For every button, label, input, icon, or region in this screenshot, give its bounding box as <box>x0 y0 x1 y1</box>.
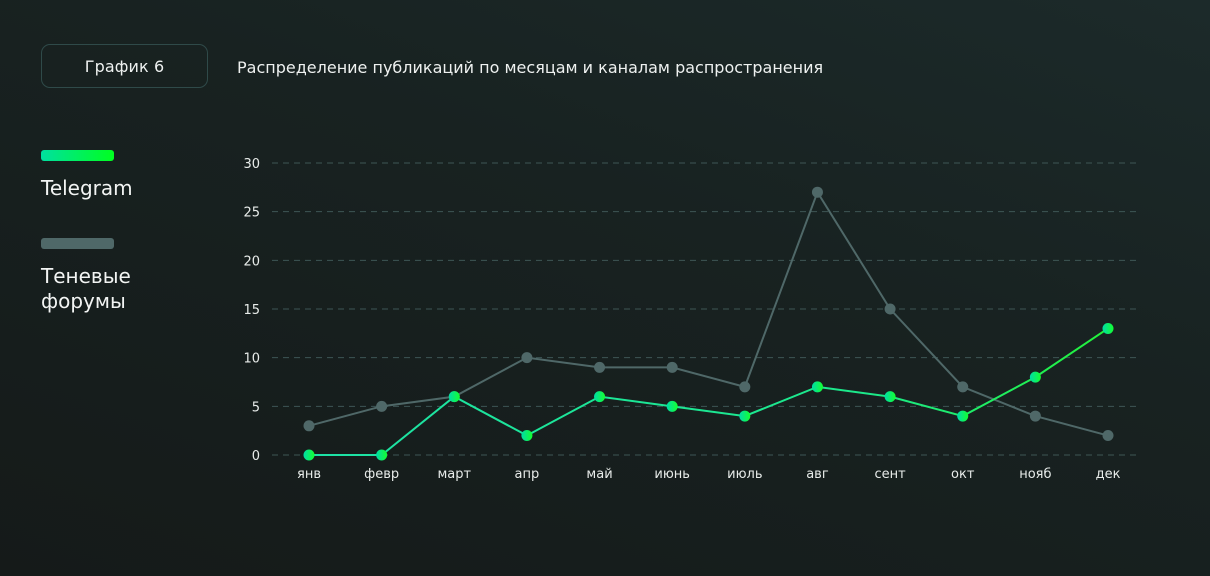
y-tick-label: 0 <box>252 449 260 464</box>
legend-label-telegram: Telegram <box>41 176 133 200</box>
telegram-data-point <box>666 400 678 412</box>
y-tick-label: 5 <box>252 400 260 415</box>
telegram-data-point <box>957 410 969 422</box>
forums-data-point <box>376 400 388 412</box>
telegram-data-point <box>594 391 606 403</box>
telegram-data-point <box>521 430 533 442</box>
forums-data-point <box>957 381 969 393</box>
legend-swatch-telegram <box>41 150 114 161</box>
y-tick-label: 25 <box>243 206 260 221</box>
telegram-data-point <box>811 381 823 393</box>
series-forums <box>303 186 1114 442</box>
forums-data-point <box>811 186 823 198</box>
x-tick-label: май <box>586 467 612 482</box>
telegram-data-point <box>884 391 896 403</box>
x-tick-label: июль <box>727 467 762 482</box>
telegram-data-point <box>448 391 460 403</box>
telegram-data-point <box>1029 371 1041 383</box>
series-telegram <box>303 322 1114 461</box>
x-tick-label: март <box>437 467 471 482</box>
forums-data-point <box>1029 410 1041 422</box>
x-tick-label: янв <box>297 467 321 482</box>
legend-swatch-forums <box>41 238 114 249</box>
x-tick-label: июнь <box>654 467 690 482</box>
x-tick-label: дек <box>1096 467 1121 482</box>
y-axis: 0 5 10 15 20 25 30 <box>243 157 260 464</box>
x-tick-label: нояб <box>1019 467 1051 482</box>
telegram-data-point <box>376 449 388 461</box>
telegram-data-point <box>1102 322 1114 334</box>
legend-item-telegram: Telegram <box>41 150 211 201</box>
x-tick-label: февр <box>364 467 399 482</box>
y-tick-label: 15 <box>243 303 260 318</box>
chart-number-label: График 6 <box>84 56 165 76</box>
telegram-data-point <box>303 449 315 461</box>
x-axis: янв февр март апр май июнь июль авг сент окт нояб д… <box>297 467 1121 482</box>
forums-data-point <box>594 361 606 373</box>
chart-number-badge: График 6 <box>41 44 208 88</box>
grid-lines <box>272 162 1141 456</box>
forums-data-point <box>884 303 896 315</box>
x-tick-label: окт <box>951 467 975 482</box>
legend: Telegram Теневые форумы <box>41 150 211 314</box>
legend-item-forums: Теневые форумы <box>41 238 211 314</box>
y-tick-label: 10 <box>243 352 260 367</box>
y-tick-label: 30 <box>243 157 260 172</box>
forums-line <box>308 189 1109 437</box>
forums-data-point <box>739 381 751 393</box>
forums-data-point <box>666 361 678 373</box>
x-tick-label: апр <box>515 467 540 482</box>
x-tick-label: сент <box>874 467 906 482</box>
forums-data-point <box>303 420 315 432</box>
y-tick-label: 20 <box>243 254 260 269</box>
x-tick-label: авг <box>806 467 829 482</box>
chart-title: Распределение публикаций по месяцам и ка… <box>237 58 824 77</box>
telegram-data-point <box>739 410 751 422</box>
forums-data-point <box>1102 430 1114 442</box>
legend-label-forums: Теневые форумы <box>41 264 131 313</box>
telegram-line <box>309 327 1109 456</box>
forums-data-point <box>521 352 533 364</box>
